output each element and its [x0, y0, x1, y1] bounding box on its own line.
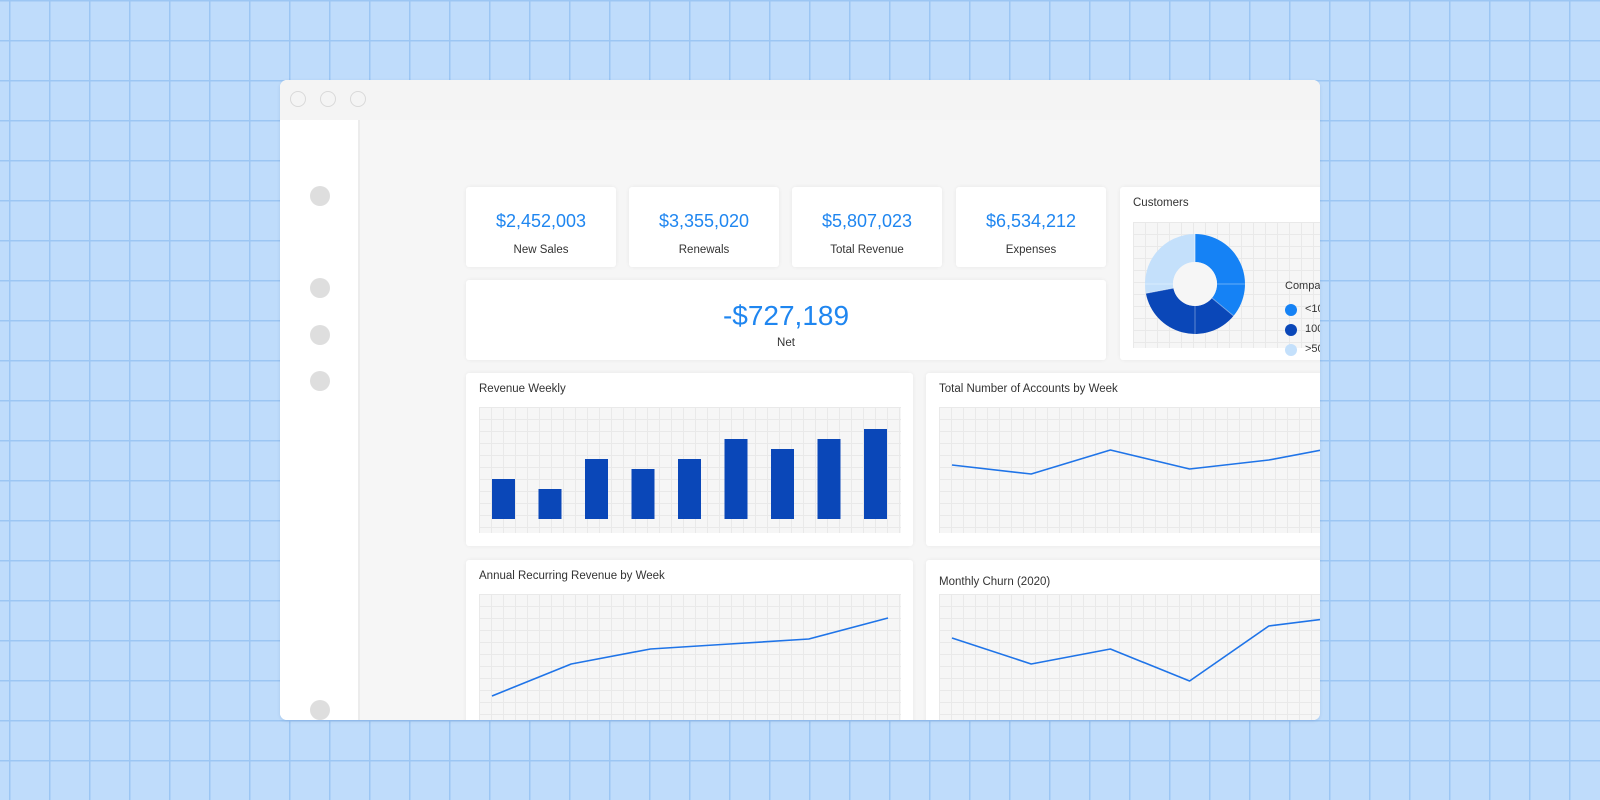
bar	[492, 479, 515, 519]
sidebar-nav-icon[interactable]	[310, 278, 330, 298]
legend-swatch	[1285, 344, 1297, 356]
series-line	[951, 449, 1320, 475]
accounts-by-week-card[interactable]: Total Number of Accounts by Week	[926, 373, 1320, 546]
customers-donut-chart	[1145, 234, 1245, 334]
monthly-churn-line-chart	[951, 618, 1320, 682]
bar	[864, 429, 887, 519]
pie-separator	[1211, 297, 1234, 317]
window-close-button[interactable]	[290, 91, 306, 107]
metric-card-expenses[interactable]: $6,534,212 Expenses	[956, 187, 1106, 267]
bar	[538, 489, 562, 519]
bar	[678, 459, 701, 519]
card-title: Revenue Weekly	[479, 383, 566, 395]
bar	[817, 439, 841, 519]
sidebar-nav-icon[interactable]	[310, 371, 330, 391]
series-line	[951, 618, 1320, 682]
legend-swatch	[1285, 324, 1297, 336]
customers-chart-area: Company Size <100 100-500 >500	[1133, 222, 1320, 356]
donut-hole	[1173, 262, 1217, 306]
arr-by-week-card[interactable]: Annual Recurring Revenue by Week	[466, 560, 913, 720]
net-card[interactable]: -$727,189 Net	[466, 280, 1106, 360]
legend-label: <100	[1305, 303, 1320, 315]
bar	[771, 449, 794, 519]
monthly-churn-card[interactable]: Monthly Churn (2020)	[926, 560, 1320, 720]
metric-label: New Sales	[513, 244, 569, 256]
card-title: Monthly Churn (2020)	[939, 576, 1051, 588]
sidebar	[280, 120, 360, 720]
bar	[631, 469, 655, 519]
series-line	[491, 617, 889, 697]
accounts-by-week-chart-area	[939, 407, 1320, 533]
revenue-weekly-card[interactable]: Revenue Weekly	[466, 373, 913, 546]
accounts-by-week-line-chart	[951, 449, 1320, 475]
window-minimize-button[interactable]	[320, 91, 336, 107]
revenue-weekly-chart-area	[479, 407, 901, 533]
legend-label: 100-500	[1305, 323, 1320, 335]
metric-value: $3,355,020	[658, 211, 750, 231]
monthly-churn-chart-area	[939, 594, 1320, 720]
pie-slice	[1145, 288, 1234, 334]
revenue-weekly-bar-chart	[492, 429, 887, 519]
net-value: -$727,189	[722, 300, 850, 331]
title-bar	[280, 80, 1320, 120]
metric-value: $5,807,023	[821, 211, 913, 231]
card-title: Total Number of Accounts by Week	[939, 383, 1118, 395]
card-title: Customers	[1133, 197, 1189, 209]
bar	[585, 459, 608, 519]
metric-card-renewals[interactable]: $3,355,020 Renewals	[629, 187, 779, 267]
sidebar-nav-icon[interactable]	[310, 186, 330, 206]
card-title: Annual Recurring Revenue by Week	[479, 570, 665, 582]
pie-slice	[1195, 234, 1245, 316]
pie-separator	[1145, 287, 1174, 294]
legend-swatch	[1285, 304, 1297, 316]
customers-card[interactable]: Customers Company Size <100 100-500 >500	[1120, 187, 1320, 360]
metric-label: Expenses	[1005, 244, 1057, 256]
window-maximize-button[interactable]	[350, 91, 366, 107]
metric-label: Renewals	[678, 244, 730, 256]
sidebar-nav-icon[interactable]	[310, 325, 330, 345]
arr-by-week-chart-area	[479, 594, 901, 720]
metric-card-total-revenue[interactable]: $5,807,023 Total Revenue	[792, 187, 942, 267]
dashboard-window: $2,452,003 New Sales $3,355,020 Renewals…	[280, 80, 1320, 720]
dashboard-content: $2,452,003 New Sales $3,355,020 Renewals…	[360, 120, 1320, 720]
arr-by-week-line-chart	[491, 617, 889, 697]
metric-value: $6,534,212	[985, 211, 1077, 231]
net-label: Net	[777, 337, 795, 349]
metric-value: $2,452,003	[495, 211, 587, 231]
sidebar-nav-icon[interactable]	[310, 700, 330, 720]
metric-label: Total Revenue	[830, 244, 904, 256]
metric-card-new-sales[interactable]: $2,452,003 New Sales	[466, 187, 616, 267]
legend-label: >500	[1305, 343, 1320, 355]
legend-title: Company Size	[1285, 280, 1320, 292]
bar	[724, 439, 748, 519]
pie-slice	[1145, 234, 1195, 294]
